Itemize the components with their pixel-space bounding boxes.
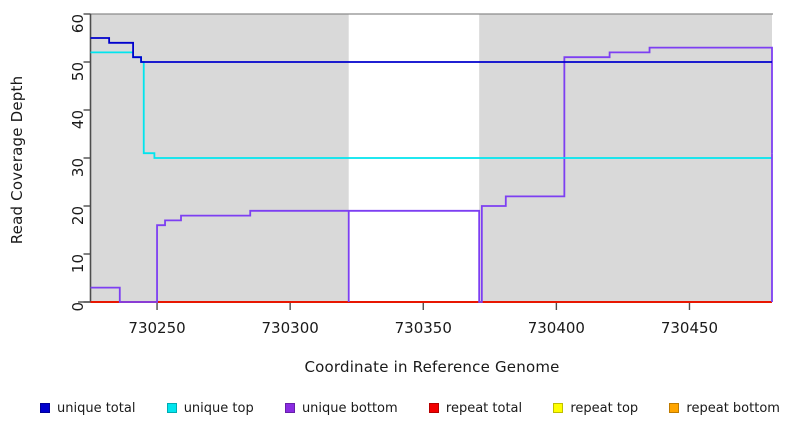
square-swatch-icon — [40, 403, 50, 413]
legend-item-repeat-top[interactable]: repeat top — [553, 402, 638, 415]
x-tick-label-730250: 730250 — [128, 319, 186, 337]
legend-item-unique-total[interactable]: unique total — [40, 402, 135, 415]
y-tick-label-30: 30 — [69, 158, 87, 178]
square-swatch-icon — [428, 403, 439, 413]
x-axis-title: Coordinate in Reference Genome — [304, 358, 560, 376]
x-tick-label-730400: 730400 — [527, 319, 585, 337]
chart-legend: unique total unique top unique bottom repea… — [40, 398, 780, 418]
square-swatch-icon — [669, 403, 680, 413]
legend-label: repeat bottom — [686, 400, 780, 416]
square-swatch-icon — [284, 403, 295, 413]
series-unique-bottom — [90, 46, 773, 303]
y-tick-label-0: 0 — [69, 302, 87, 312]
legend-label: unique total — [57, 400, 136, 416]
legend-label: repeat top — [570, 400, 639, 416]
legend-item-unique-top[interactable]: unique top — [166, 400, 254, 416]
legend-label: unique top — [183, 400, 254, 416]
square-swatch-icon — [166, 403, 177, 413]
legend-item-repeat-total[interactable]: repeat total — [428, 400, 523, 416]
legend-label: repeat total — [445, 400, 523, 416]
y-axis-title: Read Coverage Depth — [8, 75, 26, 245]
square-swatch-icon — [553, 403, 564, 413]
legend-label: unique bottom — [301, 400, 398, 416]
series-unique-total — [90, 37, 772, 63]
y-tick-label-40: 40 — [69, 110, 87, 130]
y-tick-label-10: 10 — [69, 254, 87, 274]
x-tick-label-730450: 730450 — [660, 319, 719, 337]
y-tick-label-20: 20 — [69, 206, 87, 226]
legend-item-unique-bottom[interactable]: unique bottom — [284, 400, 398, 416]
x-tick-label-730350: 730350 — [394, 319, 452, 337]
y-tick-label-60: 60 — [69, 14, 87, 34]
y-tick-label-50: 50 — [69, 62, 87, 82]
legend-item-repeat-bottom[interactable]: repeat bottom — [669, 402, 780, 415]
x-tick-label-730300: 730300 — [261, 319, 319, 337]
